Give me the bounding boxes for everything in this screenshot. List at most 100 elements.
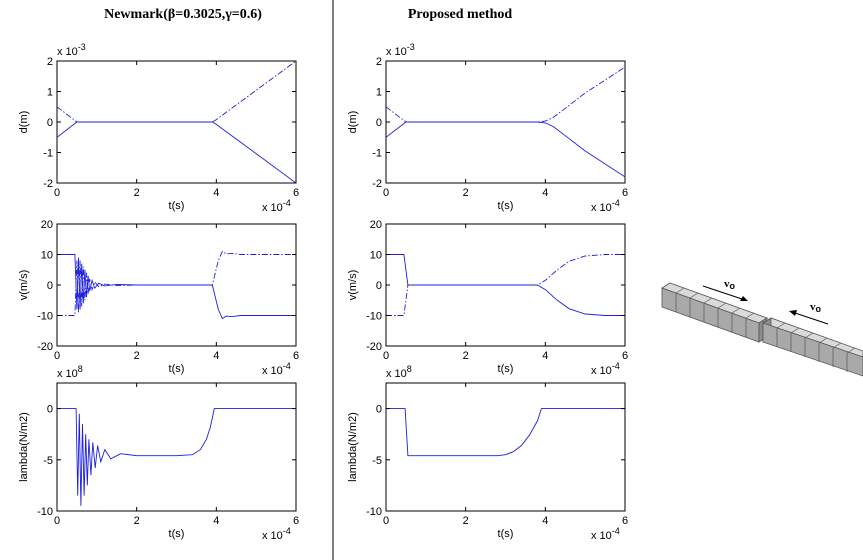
y-tick-label: -20 [37,341,53,353]
y-axis-label: lambda(N/m2) [18,412,30,482]
x-axis-label: t(s) [169,363,185,375]
x-tick-label: 2 [134,187,140,199]
x-tick-label: 0 [54,187,60,199]
plot-frame [56,382,297,512]
plot-frame [385,382,626,512]
left-velocity-label: vo [724,278,736,291]
x-tick-label: 2 [134,350,140,362]
y-tick-label: -5 [43,455,53,467]
chart-pm-v: 0 2 4 6 -20 -10 0 10 20 t(s) v(m/s) x 10-4 [347,219,628,377]
y-tick-label: -10 [366,311,382,323]
series-line-solid [57,408,296,506]
y-tick-label: 0 [47,280,53,292]
series-line-dashdot [57,61,296,123]
y-tick-label: 10 [41,250,53,262]
series-line-solid [386,408,625,457]
x-axis-label: t(s) [498,528,514,540]
chart-pm-l: 0 2 4 6 -10 -5 0 t(s) lambda(N/m2) x 10-4 x 108 [347,364,628,542]
y-exponent-label: x 108 [386,364,412,380]
left-bar [661,282,768,343]
y-axis-label: d(m) [18,111,30,134]
y-axis-label: v(m/s) [18,270,30,301]
x-tick-label: 4 [213,515,219,527]
y-tick-label: -20 [366,341,382,353]
chart-nm-l: 0 2 4 6 -10 -5 0 t(s) lambda(N/m2) x 10-4 x 108 [18,364,299,542]
y-exponent-label: x 10-3 [386,42,415,58]
x-tick-label: 2 [134,515,140,527]
series-line-dashdot [386,254,625,316]
y-tick-label: 1 [47,87,53,99]
right-column-title: Proposed method [408,7,513,22]
y-tick-label: -5 [372,455,382,467]
x-exponent-label: x 10-4 [262,198,291,214]
left-bar-segments [675,287,755,337]
x-tick-label: 4 [542,350,548,362]
y-tick-label: -10 [366,506,382,518]
x-axis-label: t(s) [169,200,185,212]
impact-illustration: vo vo [661,278,863,377]
x-tick-label: 0 [54,515,60,527]
y-exponent-label: x 108 [57,364,83,380]
chart-nm-d: 0 2 4 6 -2 -1 0 1 2 t(s) d(m) x 10-4 x 10-3 [18,42,299,214]
x-exponent-label: x 10-4 [591,361,620,377]
x-tick-label: 4 [213,350,219,362]
x-tick-label: 6 [293,350,299,362]
y-exponent-label: x 10-3 [57,42,86,58]
x-tick-label: 2 [463,187,469,199]
series-line-dashdot [386,66,625,123]
right-bar-front-face [762,322,863,377]
y-tick-label: -10 [37,311,53,323]
y-tick-label: 20 [370,219,382,231]
y-axis-label: v(m/s) [347,270,359,301]
x-tick-label: 0 [54,350,60,362]
x-tick-label: 6 [293,515,299,527]
x-exponent-label: x 10-4 [262,526,291,542]
x-tick-label: 2 [463,515,469,527]
y-tick-label: -10 [37,506,53,518]
y-tick-label: 1 [376,87,382,99]
series-line-solid [386,254,625,316]
y-tick-label: -2 [43,178,53,190]
x-axis-label: t(s) [498,363,514,375]
x-axis-label: t(s) [169,528,185,540]
x-tick-label: 6 [622,187,628,199]
x-tick-label: 0 [383,350,389,362]
x-tick-label: 6 [622,350,628,362]
x-axis-label: t(s) [498,200,514,212]
x-exponent-label: x 10-4 [591,198,620,214]
chart-nm-v: 0 2 4 6 -20 -10 0 10 20 t(s) v(m/s) x 10-4 [18,219,299,377]
y-tick-label: -1 [372,148,382,160]
y-tick-label: 0 [47,404,53,416]
right-bar-segments [776,322,856,372]
y-tick-label: 2 [376,56,382,68]
y-tick-label: 0 [376,117,382,129]
x-tick-label: 2 [463,350,469,362]
y-axis-label: lambda(N/m2) [347,412,359,482]
x-tick-label: 0 [383,515,389,527]
y-tick-label: 0 [47,117,53,129]
x-exponent-label: x 10-4 [262,361,291,377]
x-exponent-label: x 10-4 [591,526,620,542]
x-tick-label: 4 [542,187,548,199]
left-column-title: Newmark(β=0.3025,γ=0.6) [104,7,262,22]
y-tick-label: 20 [41,219,53,231]
x-tick-label: 4 [542,515,548,527]
right-velocity-label: vo [810,301,822,314]
left-velocity-arrow [702,285,748,301]
y-axis-label: d(m) [347,111,359,134]
series-line-solid [57,254,296,320]
y-tick-label: 0 [376,404,382,416]
chart-pm-d: 0 2 4 6 -2 -1 0 1 2 t(s) d(m) x 10-4 x 10-3 [347,42,628,214]
x-tick-label: 6 [293,187,299,199]
x-tick-label: 6 [622,515,628,527]
x-tick-label: 4 [213,187,219,199]
y-tick-label: -2 [372,178,382,190]
right-velocity-arrow [789,310,829,325]
y-tick-label: 2 [47,56,53,68]
y-tick-label: 0 [376,280,382,292]
right-bar [762,317,863,377]
y-tick-label: -1 [43,148,53,160]
x-tick-label: 0 [383,187,389,199]
y-tick-label: 10 [370,250,382,262]
